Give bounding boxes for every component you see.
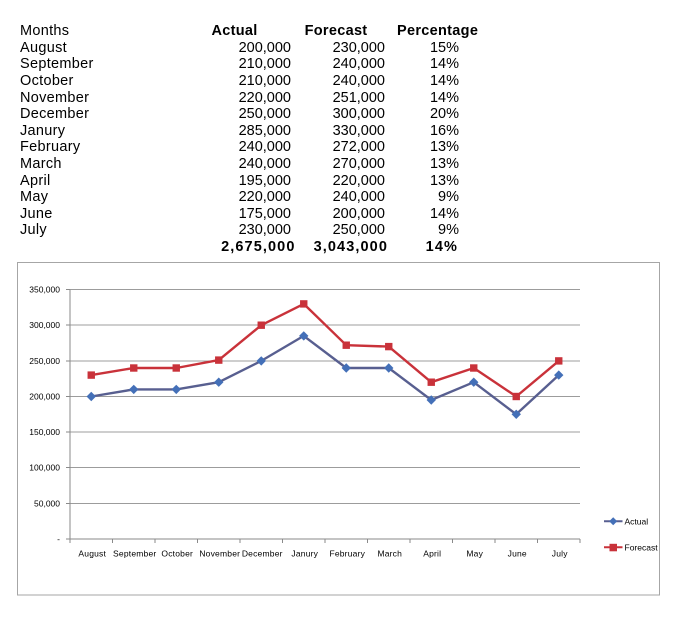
svg-text:October: October xyxy=(161,549,193,559)
svg-text:August: August xyxy=(78,549,106,559)
svg-text:March: March xyxy=(377,549,402,559)
svg-text:-: - xyxy=(57,534,60,544)
svg-text:Janury: Janury xyxy=(291,549,318,559)
svg-text:June: June xyxy=(508,549,527,559)
svg-text:Forecast: Forecast xyxy=(625,543,659,553)
svg-text:April: April xyxy=(423,549,441,559)
svg-text:200,000: 200,000 xyxy=(29,392,60,402)
svg-text:February: February xyxy=(329,549,365,559)
svg-text:350,000: 350,000 xyxy=(29,285,60,295)
svg-text:300,000: 300,000 xyxy=(29,320,60,330)
svg-text:250,000: 250,000 xyxy=(29,356,60,366)
svg-text:December: December xyxy=(242,549,283,559)
svg-text:May: May xyxy=(466,549,483,559)
svg-text:September: September xyxy=(113,549,156,559)
svg-text:Actual: Actual xyxy=(625,517,649,527)
svg-text:150,000: 150,000 xyxy=(29,427,60,437)
svg-text:50,000: 50,000 xyxy=(34,498,60,508)
svg-text:100,000: 100,000 xyxy=(29,463,60,473)
svg-text:July: July xyxy=(552,549,568,559)
svg-text:November: November xyxy=(199,549,240,559)
